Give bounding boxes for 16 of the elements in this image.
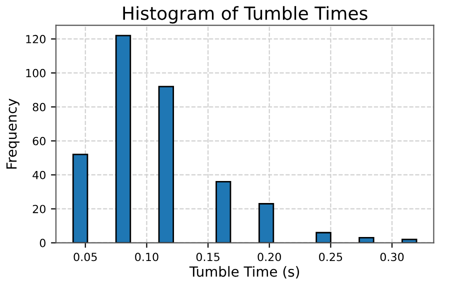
x-tick-label: 0.05	[74, 252, 97, 262]
x-tick-label: 0.25	[319, 252, 342, 262]
x-tick-label: 0.10	[135, 252, 158, 262]
x-axis-title: Tumble Time (s)	[189, 266, 300, 278]
x-tick-label: 0.30	[380, 252, 404, 262]
chart-title: Histogram of Tumble Times	[123, 6, 368, 24]
x-tick-label: 0.15	[196, 252, 220, 262]
y-axis-title: Frequency	[6, 98, 20, 169]
x-tick-label: 0.20	[258, 252, 281, 262]
y-tick-label: 120	[26, 34, 46, 44]
y-tick-label: 60	[32, 136, 46, 146]
y-tick-label: 80	[32, 102, 46, 112]
y-tick-label: 100	[26, 68, 46, 78]
y-tick-label: 0	[40, 238, 46, 248]
y-tick-label: 40	[32, 170, 46, 180]
y-tick-label: 20	[32, 204, 46, 214]
